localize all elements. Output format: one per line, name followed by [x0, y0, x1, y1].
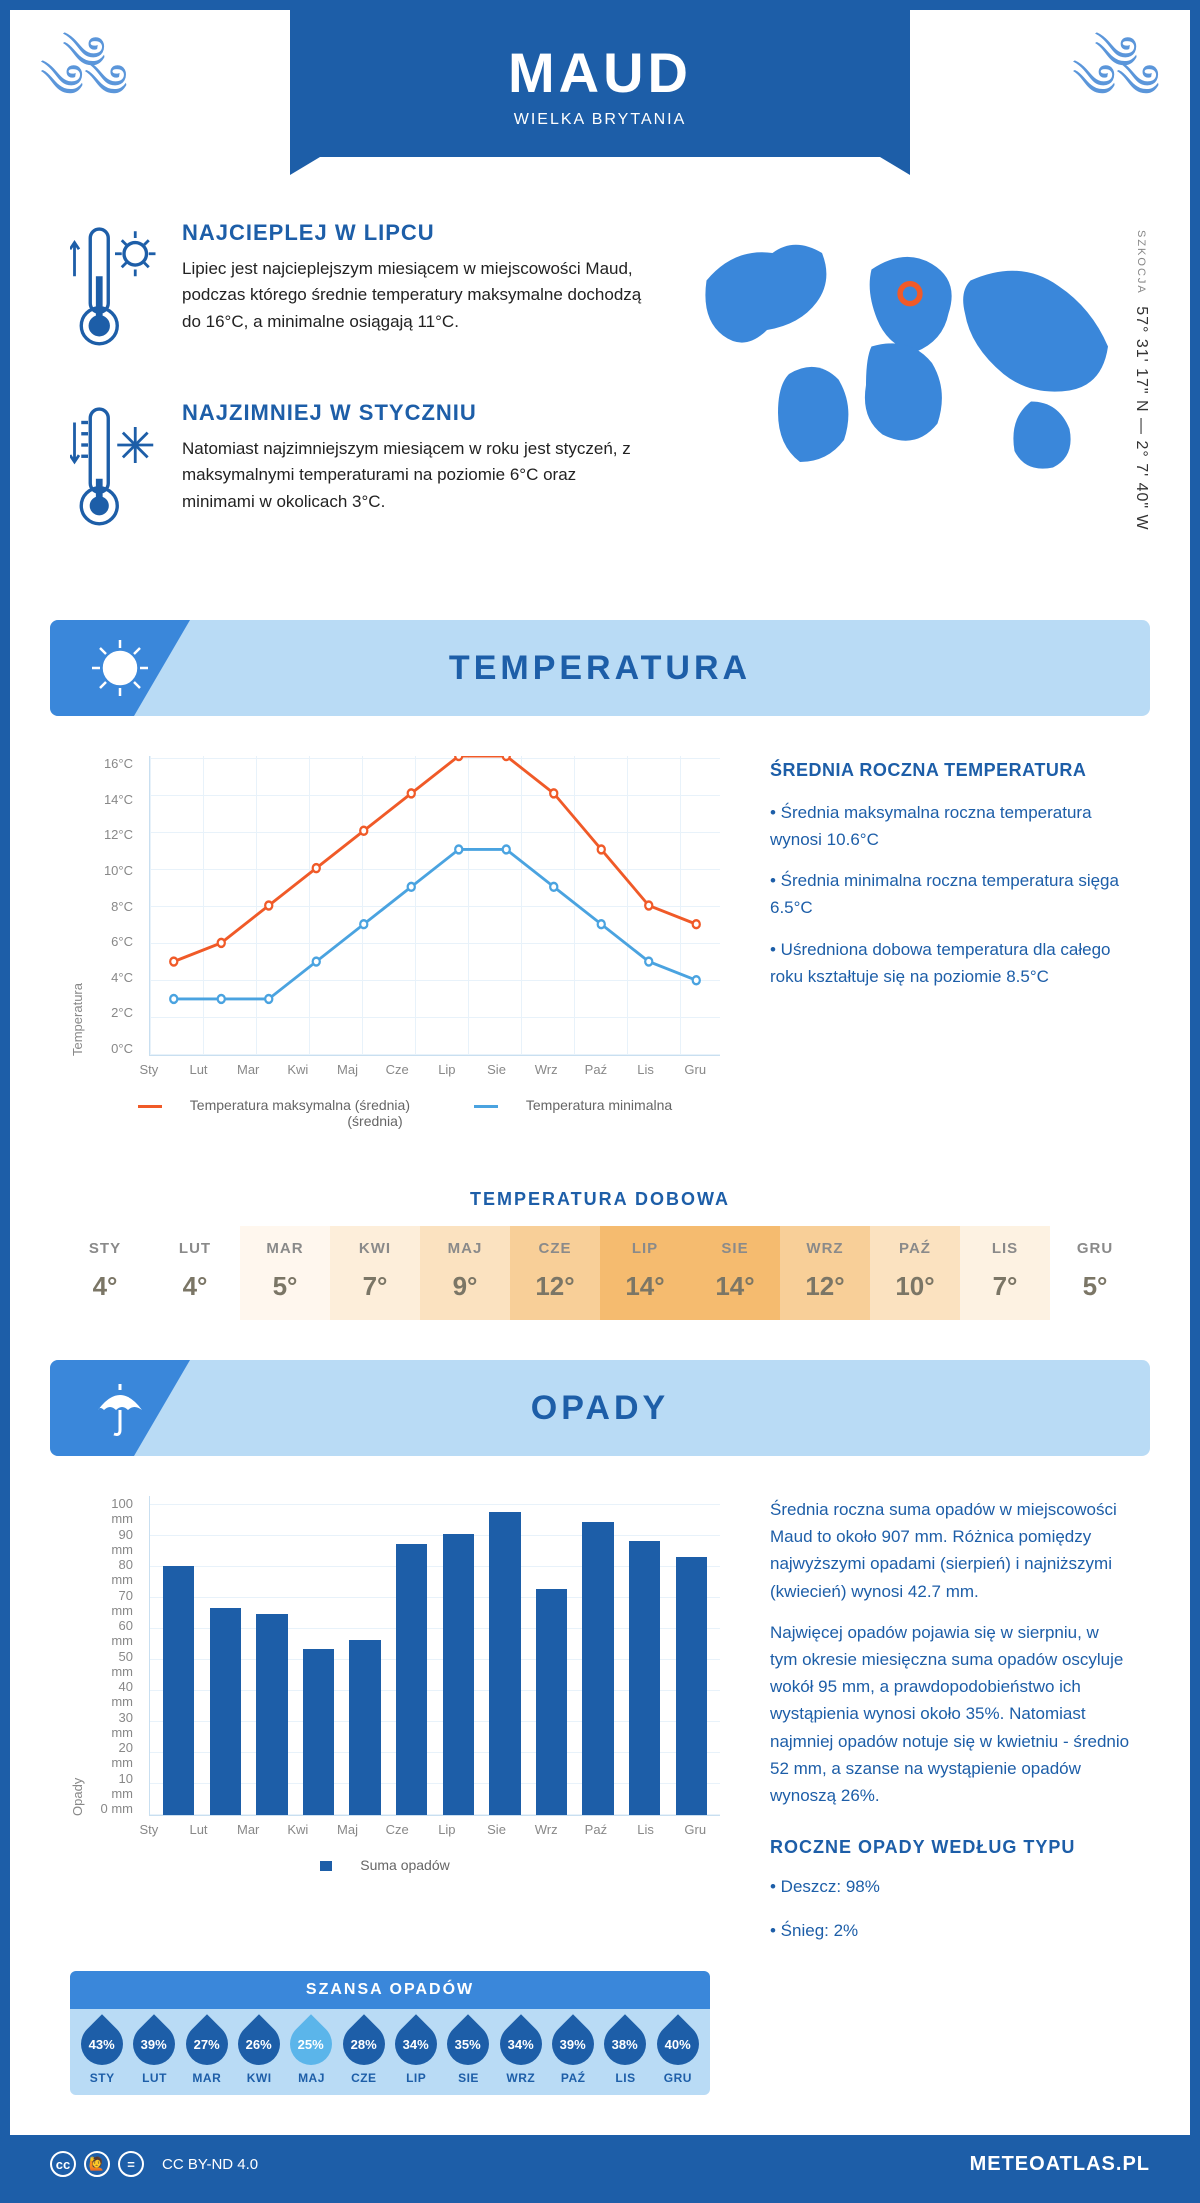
- precip-bar: [303, 1649, 334, 1815]
- precip-text-2: Najwięcej opadów pojawia się w sierpniu,…: [770, 1619, 1130, 1809]
- daily-temp-cell: KWI7°: [330, 1226, 420, 1320]
- daily-temp-cell: MAJ9°: [420, 1226, 510, 1320]
- precip-legend-label: Suma opadów: [360, 1857, 450, 1873]
- wind-icon: ༄༄༄: [1072, 40, 1160, 95]
- sun-icon: [50, 620, 190, 716]
- precip-text-1: Średnia roczna suma opadów w miejscowośc…: [770, 1496, 1130, 1605]
- map: SZKOCJA 57° 31' 17" N — 2° 7' 40" W: [690, 220, 1130, 580]
- temp-y-label: Temperatura: [70, 756, 85, 1056]
- temp-summary-2: • Średnia minimalna roczna temperatura s…: [770, 867, 1130, 921]
- brand-label: METEOATLAS.PL: [970, 2153, 1150, 2176]
- precip-chart-row: Opady 0 mm10 mm20 mm30 mm40 mm50 mm60 mm…: [10, 1456, 1190, 1961]
- temperature-legend: Temperatura maksymalna (średnia) Tempera…: [70, 1097, 720, 1129]
- coordinates: SZKOCJA 57° 31' 17" N — 2° 7' 40" W: [1132, 230, 1150, 531]
- umbrella-icon: [50, 1360, 190, 1456]
- chance-drop: 35%SIE: [442, 2023, 494, 2085]
- precip-chance-title: SZANSA OPADÓW: [70, 1971, 710, 2009]
- daily-temp-title: TEMPERATURA DOBOWA: [10, 1189, 1190, 1210]
- precip-bar: [256, 1614, 287, 1815]
- daily-temp-cell: GRU5°: [1050, 1226, 1140, 1320]
- precip-types-title: ROCZNE OPADY WEDŁUG TYPU: [770, 1833, 1130, 1862]
- temp-y-ticks: 0°C2°C4°C6°C8°C10°C12°C14°C16°C: [95, 756, 139, 1056]
- temperature-title: TEMPERATURA: [449, 649, 751, 688]
- daily-temp-cell: WRZ12°: [780, 1226, 870, 1320]
- fact-warmest-title: NAJCIEPLEJ W LIPCU: [182, 220, 650, 246]
- precip-legend: Suma opadów: [70, 1857, 720, 1873]
- daily-temp-cell: MAR5°: [240, 1226, 330, 1320]
- daily-temp-grid: STY4°LUT4°MAR5°KWI7°MAJ9°CZE12°LIP14°SIE…: [60, 1226, 1140, 1320]
- wind-icon: ༄༄༄: [40, 40, 128, 95]
- cc-icon: cc: [50, 2151, 76, 2177]
- fact-coldest: NAJZIMNIEJ W STYCZNIU Natomiast najzimni…: [70, 400, 650, 540]
- precip-bar: [629, 1541, 660, 1815]
- intro-section: NAJCIEPLEJ W LIPCU Lipiec jest najcieple…: [10, 190, 1190, 610]
- daily-temp-cell: LIP14°: [600, 1226, 690, 1320]
- daily-temp-cell: LIS7°: [960, 1226, 1050, 1320]
- temperature-chart-row: Temperatura 0°C2°C4°C6°C8°C10°C12°C14°C1…: [10, 716, 1190, 1159]
- page: ༄༄༄ ༄༄༄ MAUD WIELKA BRYTANIA: [0, 0, 1200, 2203]
- precip-bar: [536, 1589, 567, 1815]
- precip-title: OPADY: [531, 1389, 669, 1428]
- temperature-line-chart: [149, 756, 720, 1056]
- temp-summary-title: ŚREDNIA ROCZNA TEMPERATURA: [770, 756, 1130, 785]
- precip-y-ticks: 0 mm10 mm20 mm30 mm40 mm50 mm60 mm70 mm8…: [95, 1496, 139, 1816]
- license-block: cc 🙋 = CC BY-ND 4.0: [50, 2151, 258, 2177]
- temp-x-ticks: StyLutMarKwiMajCzeLipSieWrzPaźLisGru: [124, 1056, 720, 1077]
- chance-drop: 39%PAŹ: [547, 2023, 599, 2085]
- by-icon: 🙋: [84, 2151, 110, 2177]
- daily-temp-cell: STY4°: [60, 1226, 150, 1320]
- precip-section-header: OPADY: [50, 1360, 1150, 1456]
- page-subtitle: WIELKA BRYTANIA: [310, 111, 890, 129]
- precip-bar: [489, 1512, 520, 1815]
- precip-chance: SZANSA OPADÓW 43%STY39%LUT27%MAR26%KWI25…: [70, 1971, 710, 2095]
- temperature-section-header: TEMPERATURA: [50, 620, 1150, 716]
- daily-temp-cell: PAŹ10°: [870, 1226, 960, 1320]
- chance-drop: 34%LIP: [390, 2023, 442, 2085]
- precip-types: ROCZNE OPADY WEDŁUG TYPU • Deszcz: 98% •…: [770, 1833, 1130, 1947]
- precip-x-ticks: StyLutMarKwiMajCzeLipSieWrzPaźLisGru: [124, 1816, 720, 1837]
- page-title: MAUD: [310, 40, 890, 105]
- fact-coldest-text: Natomiast najzimniejszym miesiącem w rok…: [182, 436, 650, 515]
- precip-bar-chart: [149, 1496, 720, 1816]
- precip-bar: [582, 1522, 613, 1815]
- precip-bar: [396, 1544, 427, 1815]
- legend-max: Temperatura maksymalna (średnia): [190, 1097, 410, 1113]
- precip-bar: [163, 1566, 194, 1815]
- chance-drop: 25%MAJ: [285, 2023, 337, 2085]
- footer: cc 🙋 = CC BY-ND 4.0 METEOATLAS.PL: [10, 2135, 1190, 2193]
- daily-temp-cell: SIE14°: [690, 1226, 780, 1320]
- chance-drop: 28%CZE: [338, 2023, 390, 2085]
- nd-icon: =: [118, 2151, 144, 2177]
- chance-drop: 38%LIS: [599, 2023, 651, 2085]
- temp-summary-1: • Średnia maksymalna roczna temperatura …: [770, 799, 1130, 853]
- fact-coldest-title: NAJZIMNIEJ W STYCZNIU: [182, 400, 650, 426]
- thermometer-sun-icon: [70, 220, 160, 360]
- coords-value: 57° 31' 17" N — 2° 7' 40" W: [1133, 306, 1150, 530]
- hero: ༄༄༄ ༄༄༄ MAUD WIELKA BRYTANIA: [10, 10, 1190, 190]
- fact-warmest: NAJCIEPLEJ W LIPCU Lipiec jest najcieple…: [70, 220, 650, 360]
- temp-summary-3: • Uśredniona dobowa temperatura dla całe…: [770, 936, 1130, 990]
- region-label: SZKOCJA: [1135, 230, 1147, 295]
- precip-bar: [210, 1608, 241, 1815]
- temperature-summary: ŚREDNIA ROCZNA TEMPERATURA • Średnia mak…: [770, 756, 1130, 1129]
- chance-drop: 40%GRU: [652, 2023, 704, 2085]
- precip-types-snow: • Śnieg: 2%: [770, 1916, 1130, 1947]
- chance-drop: 34%WRZ: [495, 2023, 547, 2085]
- title-banner: MAUD WIELKA BRYTANIA: [290, 10, 910, 157]
- precip-types-rain: • Deszcz: 98%: [770, 1872, 1130, 1903]
- fact-warmest-text: Lipiec jest najcieplejszym miesiącem w m…: [182, 256, 650, 335]
- precip-y-label: Opady: [70, 1496, 85, 1816]
- precip-summary: Średnia roczna suma opadów w miejscowośc…: [770, 1496, 1130, 1961]
- chance-drop: 39%LUT: [128, 2023, 180, 2085]
- chance-drop: 43%STY: [76, 2023, 128, 2085]
- daily-temp-cell: LUT4°: [150, 1226, 240, 1320]
- daily-temp-cell: CZE12°: [510, 1226, 600, 1320]
- chance-drop: 26%KWI: [233, 2023, 285, 2085]
- chance-drop: 27%MAR: [181, 2023, 233, 2085]
- precip-bar: [349, 1640, 380, 1815]
- precip-bar: [676, 1557, 707, 1815]
- thermometer-snow-icon: [70, 400, 160, 540]
- license-text: CC BY-ND 4.0: [162, 2156, 258, 2173]
- precip-bar: [443, 1534, 474, 1815]
